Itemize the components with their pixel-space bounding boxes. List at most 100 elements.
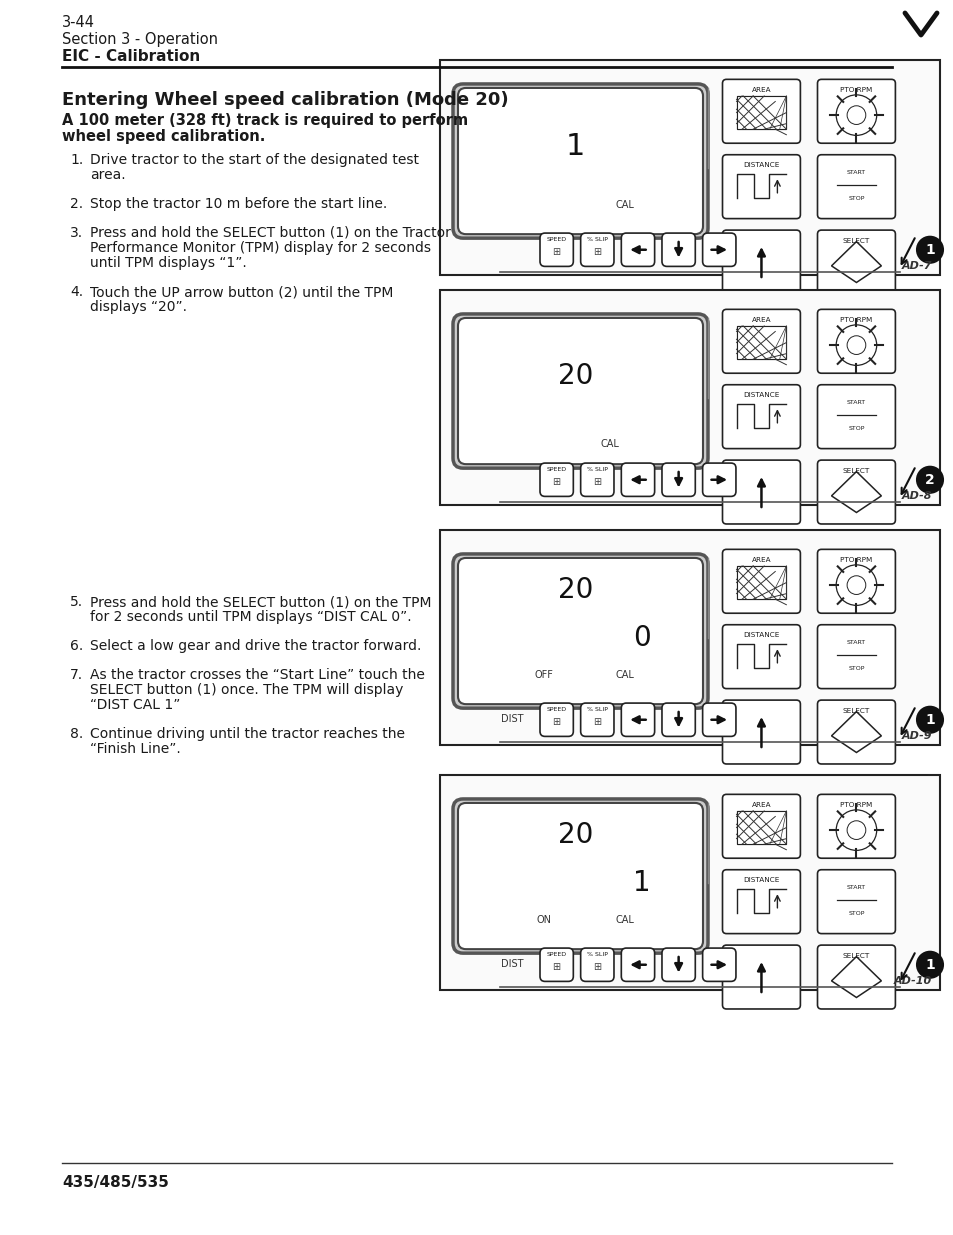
Text: STOP: STOP [847, 426, 863, 431]
Text: 3-44: 3-44 [62, 15, 95, 30]
FancyBboxPatch shape [453, 799, 707, 953]
FancyBboxPatch shape [620, 463, 654, 496]
FancyBboxPatch shape [721, 700, 800, 764]
Text: 3.: 3. [70, 226, 83, 240]
Text: ⊞: ⊞ [593, 718, 600, 727]
Bar [736, 96, 785, 130]
FancyBboxPatch shape [439, 290, 939, 505]
FancyBboxPatch shape [817, 385, 895, 448]
FancyBboxPatch shape [721, 79, 800, 143]
Text: PTO RPM: PTO RPM [840, 86, 872, 93]
Text: Section 3 - Operation: Section 3 - Operation [62, 32, 218, 47]
Text: area.: area. [90, 168, 126, 182]
Circle shape [836, 810, 876, 851]
FancyBboxPatch shape [817, 79, 895, 143]
Text: A 100 meter (328 ft) track is required to perform: A 100 meter (328 ft) track is required t… [62, 112, 468, 128]
Text: DIST: DIST [500, 714, 522, 724]
FancyBboxPatch shape [539, 463, 573, 496]
Text: Performance Monitor (TPM) display for 2 seconds: Performance Monitor (TPM) display for 2 … [90, 241, 431, 254]
Text: DISTANCE: DISTANCE [742, 393, 779, 399]
Text: 2: 2 [924, 473, 934, 487]
Text: CAL: CAL [615, 915, 634, 925]
FancyBboxPatch shape [453, 555, 707, 708]
Text: % SLIP: % SLIP [586, 237, 607, 242]
Text: ⊞: ⊞ [593, 962, 600, 972]
Text: SPEED: SPEED [546, 952, 566, 957]
Bar [736, 566, 785, 599]
Text: until TPM displays “1”.: until TPM displays “1”. [90, 256, 247, 270]
Text: DISTANCE: DISTANCE [742, 162, 779, 168]
Circle shape [846, 336, 865, 354]
FancyBboxPatch shape [457, 88, 702, 235]
Text: STOP: STOP [847, 910, 863, 915]
Text: 0: 0 [632, 625, 650, 652]
FancyBboxPatch shape [580, 948, 614, 982]
Text: 1: 1 [924, 713, 934, 726]
FancyBboxPatch shape [439, 61, 939, 275]
FancyBboxPatch shape [721, 945, 800, 1009]
FancyBboxPatch shape [817, 700, 895, 764]
FancyBboxPatch shape [702, 233, 735, 267]
Text: SPEED: SPEED [546, 467, 566, 472]
FancyBboxPatch shape [661, 948, 695, 982]
Text: AD-8: AD-8 [901, 492, 931, 501]
Text: 8.: 8. [70, 727, 83, 741]
Text: 20: 20 [558, 576, 593, 604]
Text: ⊞: ⊞ [593, 478, 600, 488]
Circle shape [846, 821, 865, 840]
Text: Entering Wheel speed calibration (Mode 20): Entering Wheel speed calibration (Mode 2… [62, 91, 508, 109]
Bar [736, 811, 785, 845]
Text: Stop the tractor 10 m before the start line.: Stop the tractor 10 m before the start l… [90, 198, 387, 211]
Text: EIC - Calibration: EIC - Calibration [62, 49, 200, 64]
FancyBboxPatch shape [439, 530, 939, 745]
FancyBboxPatch shape [453, 84, 707, 238]
FancyBboxPatch shape [620, 703, 654, 736]
Text: 5.: 5. [70, 595, 83, 609]
Circle shape [836, 95, 876, 136]
Text: 1: 1 [924, 243, 934, 257]
Text: PTO RPM: PTO RPM [840, 317, 872, 324]
Text: AD-7: AD-7 [901, 261, 931, 270]
Text: AREA: AREA [751, 557, 770, 563]
Text: AREA: AREA [751, 86, 770, 93]
Text: AREA: AREA [751, 317, 770, 324]
Text: ON: ON [536, 915, 551, 925]
FancyBboxPatch shape [817, 154, 895, 219]
FancyBboxPatch shape [817, 869, 895, 934]
FancyBboxPatch shape [721, 869, 800, 934]
Text: STOP: STOP [847, 666, 863, 671]
Text: As the tractor crosses the “Start Line” touch the: As the tractor crosses the “Start Line” … [90, 668, 424, 682]
Text: SELECT: SELECT [841, 238, 869, 243]
FancyBboxPatch shape [721, 309, 800, 373]
Bar [736, 96, 785, 130]
Text: STOP: STOP [847, 195, 863, 200]
FancyBboxPatch shape [661, 703, 695, 736]
FancyBboxPatch shape [457, 803, 702, 950]
Text: SELECT button (1) once. The TPM will display: SELECT button (1) once. The TPM will dis… [90, 683, 403, 697]
FancyBboxPatch shape [539, 948, 573, 982]
Text: 4.: 4. [70, 285, 83, 299]
FancyBboxPatch shape [721, 550, 800, 614]
Text: SPEED: SPEED [546, 237, 566, 242]
FancyBboxPatch shape [539, 233, 573, 267]
Text: % SLIP: % SLIP [586, 952, 607, 957]
Text: DISTANCE: DISTANCE [742, 877, 779, 883]
FancyBboxPatch shape [661, 233, 695, 267]
Text: for 2 seconds until TPM displays “DIST CAL 0”.: for 2 seconds until TPM displays “DIST C… [90, 610, 411, 624]
Text: SELECT: SELECT [841, 952, 869, 958]
Circle shape [846, 106, 865, 125]
Text: 6.: 6. [70, 638, 83, 653]
FancyBboxPatch shape [539, 703, 573, 736]
Text: ⊞: ⊞ [552, 478, 560, 488]
Text: 1: 1 [565, 132, 585, 161]
FancyBboxPatch shape [580, 703, 614, 736]
Bar [736, 811, 785, 845]
FancyBboxPatch shape [620, 233, 654, 267]
Text: START: START [846, 885, 865, 890]
Text: wheel speed calibration.: wheel speed calibration. [62, 128, 265, 144]
FancyBboxPatch shape [817, 309, 895, 373]
Text: Select a low gear and drive the tractor forward.: Select a low gear and drive the tractor … [90, 638, 421, 653]
Circle shape [846, 576, 865, 594]
Text: PTO RPM: PTO RPM [840, 802, 872, 808]
Text: “Finish Line”.: “Finish Line”. [90, 742, 180, 756]
